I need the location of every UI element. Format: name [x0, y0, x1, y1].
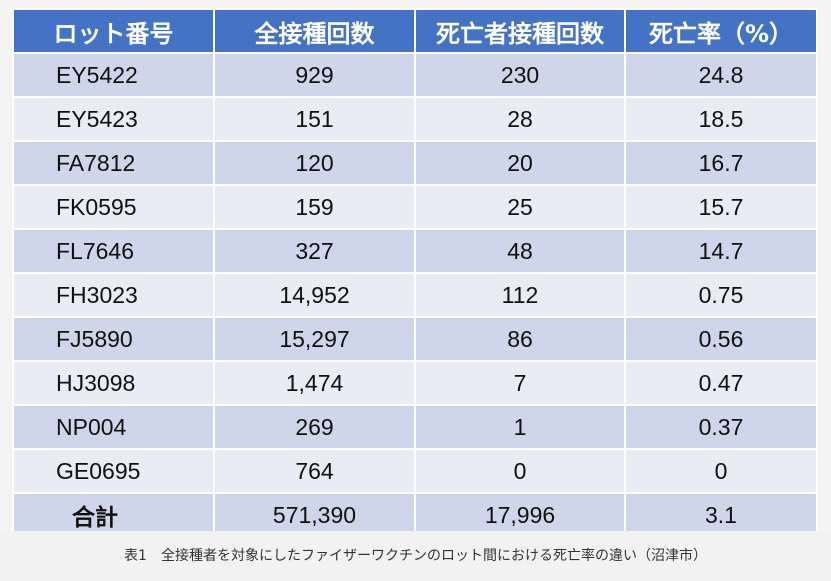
- cell-death-doses: 25: [414, 184, 626, 230]
- cell-death-rate: 24.8: [624, 52, 818, 98]
- cell-lot: FH3023: [12, 272, 215, 318]
- table-row: FJ5890 15,297 86 0.56: [12, 316, 818, 362]
- table-row: FL7646 327 48 14.7: [12, 228, 818, 274]
- table-row: NP004 269 1 0.37: [12, 404, 818, 450]
- cell-total-doses: 764: [213, 448, 416, 494]
- cell-death-rate: 0.75: [624, 272, 818, 318]
- cell-total-label: 合計: [12, 492, 215, 538]
- cell-death-rate: 0: [624, 448, 818, 494]
- cell-lot: EY5422: [12, 52, 215, 98]
- table-row: GE0695 764 0 0: [12, 448, 818, 494]
- cell-death-doses: 1: [414, 404, 626, 450]
- cell-total-doses: 14,952: [213, 272, 416, 318]
- cell-death-doses: 0: [414, 448, 626, 494]
- lot-table-container: ロット番号 全接種回数 死亡者接種回数 死亡率（%） EY5422 929 23…: [12, 8, 818, 538]
- cell-death-rate: 0.37: [624, 404, 818, 450]
- cell-total-doses: 269: [213, 404, 416, 450]
- table-row: EY5422 929 230 24.8: [12, 52, 818, 98]
- table-row: FH3023 14,952 112 0.75: [12, 272, 818, 318]
- cell-lot: FL7646: [12, 228, 215, 274]
- cell-death-rate: 0.56: [624, 316, 818, 362]
- cell-total-doses: 571,390: [213, 492, 416, 538]
- cell-lot: EY5423: [12, 96, 215, 142]
- cell-death-rate: 18.5: [624, 96, 818, 142]
- cell-total-doses: 929: [213, 52, 416, 98]
- cell-lot: FK0595: [12, 184, 215, 230]
- cell-lot: FJ5890: [12, 316, 215, 362]
- cell-death-rate: 14.7: [624, 228, 818, 274]
- table-row: FK0595 159 25 15.7: [12, 184, 818, 230]
- cell-death-rate: 15.7: [624, 184, 818, 230]
- cell-death-doses: 28: [414, 96, 626, 142]
- table-row: FA7812 120 20 16.7: [12, 140, 818, 186]
- cell-death-doses: 112: [414, 272, 626, 318]
- cell-death-doses: 86: [414, 316, 626, 362]
- cell-total-doses: 120: [213, 140, 416, 186]
- header-total-doses: 全接種回数: [213, 8, 416, 54]
- lot-mortality-table: ロット番号 全接種回数 死亡者接種回数 死亡率（%） EY5422 929 23…: [12, 8, 818, 538]
- cell-death-doses: 7: [414, 360, 626, 406]
- table-row: HJ3098 1,474 7 0.47: [12, 360, 818, 406]
- cell-death-rate: 16.7: [624, 140, 818, 186]
- header-death-doses: 死亡者接種回数: [414, 8, 626, 54]
- cell-death-doses: 20: [414, 140, 626, 186]
- cell-lot: FA7812: [12, 140, 215, 186]
- cell-death-rate: 3.1: [624, 492, 818, 538]
- header-death-rate: 死亡率（%）: [624, 8, 818, 54]
- cell-lot: HJ3098: [12, 360, 215, 406]
- table-header-row: ロット番号 全接種回数 死亡者接種回数 死亡率（%）: [12, 8, 818, 54]
- cell-total-doses: 151: [213, 96, 416, 142]
- cell-total-doses: 1,474: [213, 360, 416, 406]
- cell-total-doses: 327: [213, 228, 416, 274]
- cell-total-doses: 15,297: [213, 316, 416, 362]
- header-lot-number: ロット番号: [12, 8, 215, 54]
- table-row: EY5423 151 28 18.5: [12, 96, 818, 142]
- cell-lot: NP004: [12, 404, 215, 450]
- cell-death-doses: 48: [414, 228, 626, 274]
- cell-total-doses: 159: [213, 184, 416, 230]
- table-caption: 表1 全接種者を対象にしたファイザーワクチンのロット間における死亡率の違い（沼津…: [0, 531, 831, 581]
- cell-lot: GE0695: [12, 448, 215, 494]
- cell-death-rate: 0.47: [624, 360, 818, 406]
- cell-death-doses: 230: [414, 52, 626, 98]
